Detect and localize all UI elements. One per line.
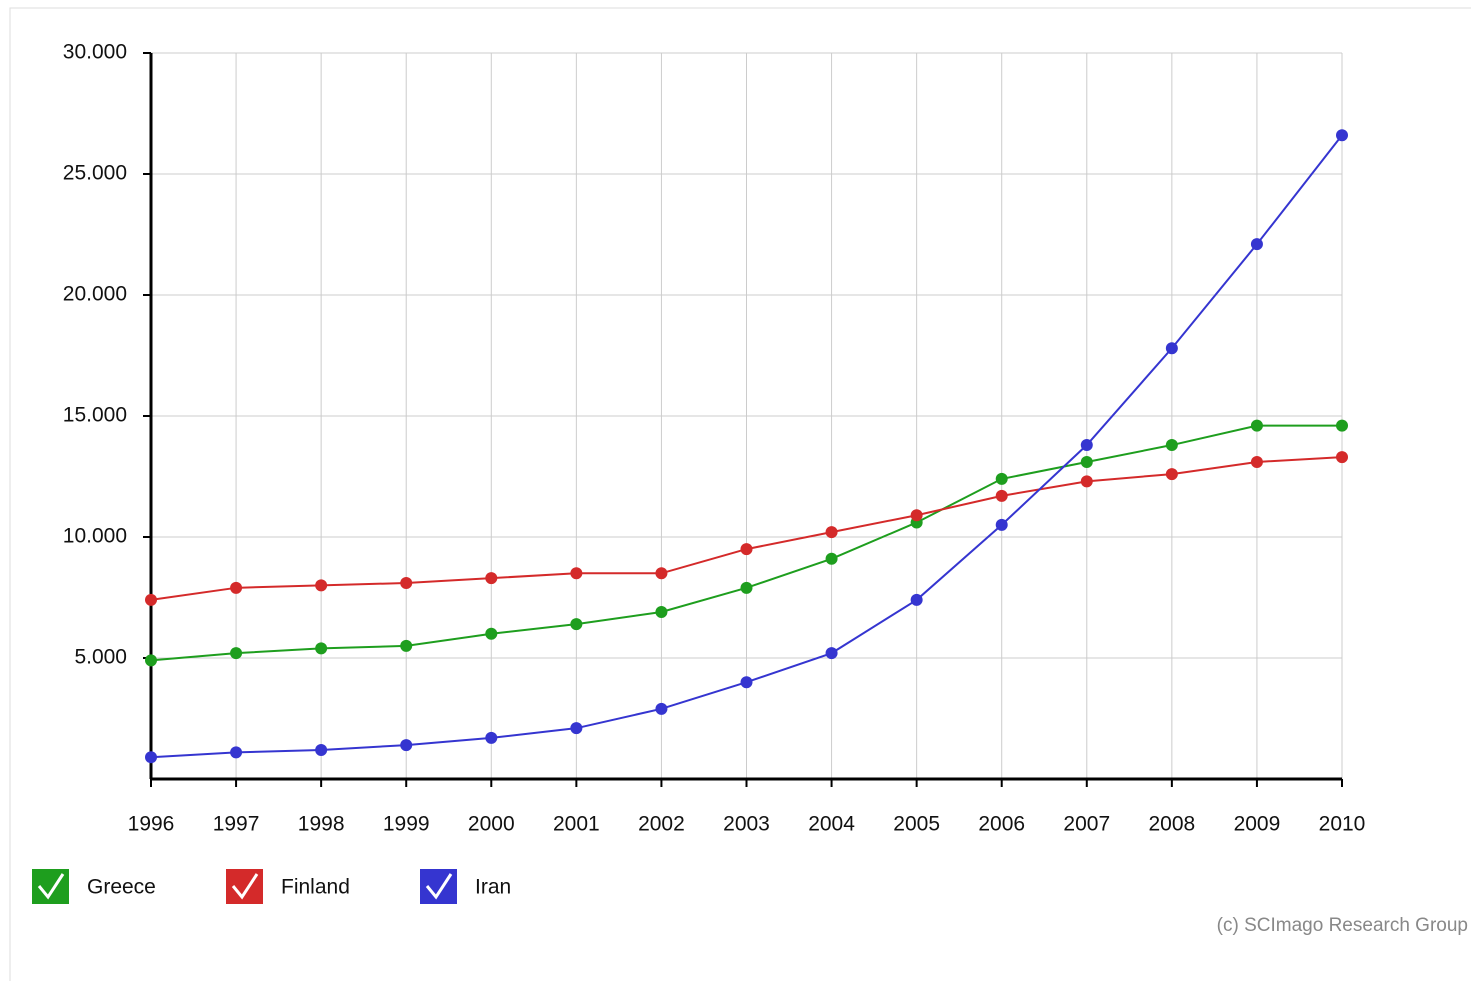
data-point <box>570 618 583 631</box>
data-point <box>910 509 923 522</box>
data-point <box>825 647 838 660</box>
data-point <box>400 739 413 752</box>
data-point <box>1080 439 1093 452</box>
data-point <box>145 654 157 667</box>
x-tick-label: 2009 <box>1234 813 1281 836</box>
data-point <box>400 639 413 652</box>
check-mark <box>37 873 65 900</box>
data-point <box>315 642 328 655</box>
legend-label[interactable]: Iran <box>475 876 511 899</box>
frame <box>9 7 1471 981</box>
data-point <box>230 581 243 594</box>
x-tick-label: 2001 <box>553 813 600 836</box>
data-point <box>740 581 753 594</box>
x-tick-label: 2005 <box>893 813 940 836</box>
legend-checkbox[interactable] <box>226 869 263 904</box>
data-point <box>740 543 753 556</box>
x-tick-label: 1999 <box>383 813 430 836</box>
credit: (c) SCImago Research Group <box>1217 915 1468 936</box>
data-point <box>1080 455 1093 468</box>
data-point <box>655 606 668 619</box>
y-tick-label: 10.000 <box>63 525 127 548</box>
x-tick-label: 1997 <box>213 813 260 836</box>
data-point <box>230 746 243 759</box>
x-tick-label: 1996 <box>128 813 175 836</box>
data-point <box>485 572 498 585</box>
y-tick-label: 20.000 <box>63 283 127 306</box>
data-point <box>1165 342 1178 355</box>
y-tick-label: 30.000 <box>63 41 127 64</box>
x-tick-label: 1998 <box>298 813 345 836</box>
data-point <box>1165 468 1178 481</box>
legend-label[interactable]: Finland <box>281 876 350 899</box>
data-point <box>145 751 157 764</box>
data-point <box>1080 475 1093 488</box>
data-point <box>1250 419 1263 432</box>
data-point <box>485 731 498 744</box>
data-point <box>910 593 923 606</box>
x-tick-label: 2004 <box>808 813 855 836</box>
legend-label[interactable]: Greece <box>87 876 156 899</box>
data-point <box>400 576 413 589</box>
data-point <box>655 567 668 580</box>
data-point <box>1336 129 1348 142</box>
check-mark <box>231 873 259 900</box>
data-point <box>145 593 157 606</box>
legend-checkbox[interactable] <box>420 869 457 904</box>
data-point <box>1250 238 1263 251</box>
x-tick-label: 2007 <box>1063 813 1110 836</box>
data-point <box>995 518 1008 531</box>
data-point <box>995 472 1008 485</box>
x-tick-label: 2010 <box>1319 813 1366 836</box>
data-point <box>740 676 753 689</box>
data-point <box>485 627 498 640</box>
check-mark <box>425 873 453 900</box>
x-tick-label: 2002 <box>638 813 685 836</box>
x-tick-label: 2000 <box>468 813 515 836</box>
data-point <box>825 552 838 565</box>
y-tick-label: 5.000 <box>74 646 127 669</box>
data-point <box>1250 455 1263 468</box>
y-tick-label: 25.000 <box>63 162 127 185</box>
data-point <box>1165 439 1178 452</box>
data-point <box>570 567 583 580</box>
legend-checkbox[interactable] <box>32 869 69 904</box>
x-tick-label: 2008 <box>1148 813 1195 836</box>
y-tick-label: 15.000 <box>63 404 127 427</box>
data-point <box>230 647 243 660</box>
data-point <box>1336 451 1348 464</box>
data-point <box>315 579 328 592</box>
data-point <box>655 702 668 715</box>
x-tick-label: 2003 <box>723 813 770 836</box>
x-tick-label: 2006 <box>978 813 1025 836</box>
data-point <box>995 489 1008 502</box>
data-point <box>570 722 583 735</box>
data-point <box>315 743 328 756</box>
data-point <box>1336 419 1348 432</box>
data-point <box>825 526 838 539</box>
